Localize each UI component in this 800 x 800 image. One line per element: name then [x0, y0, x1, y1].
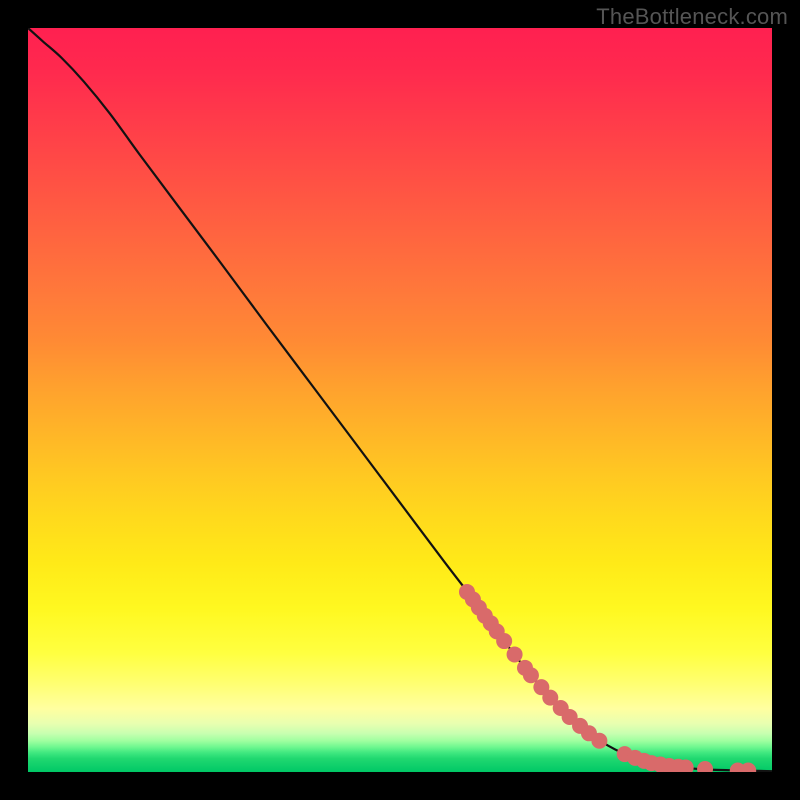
- marker-group: [459, 584, 756, 772]
- data-marker: [591, 733, 607, 749]
- attribution-text: TheBottleneck.com: [596, 4, 788, 30]
- data-marker: [507, 646, 523, 662]
- data-marker: [496, 633, 512, 649]
- data-marker: [697, 761, 713, 772]
- plot-area: [28, 28, 772, 772]
- curve-layer: [28, 28, 772, 772]
- performance-curve-line: [28, 28, 772, 771]
- data-marker: [740, 763, 756, 772]
